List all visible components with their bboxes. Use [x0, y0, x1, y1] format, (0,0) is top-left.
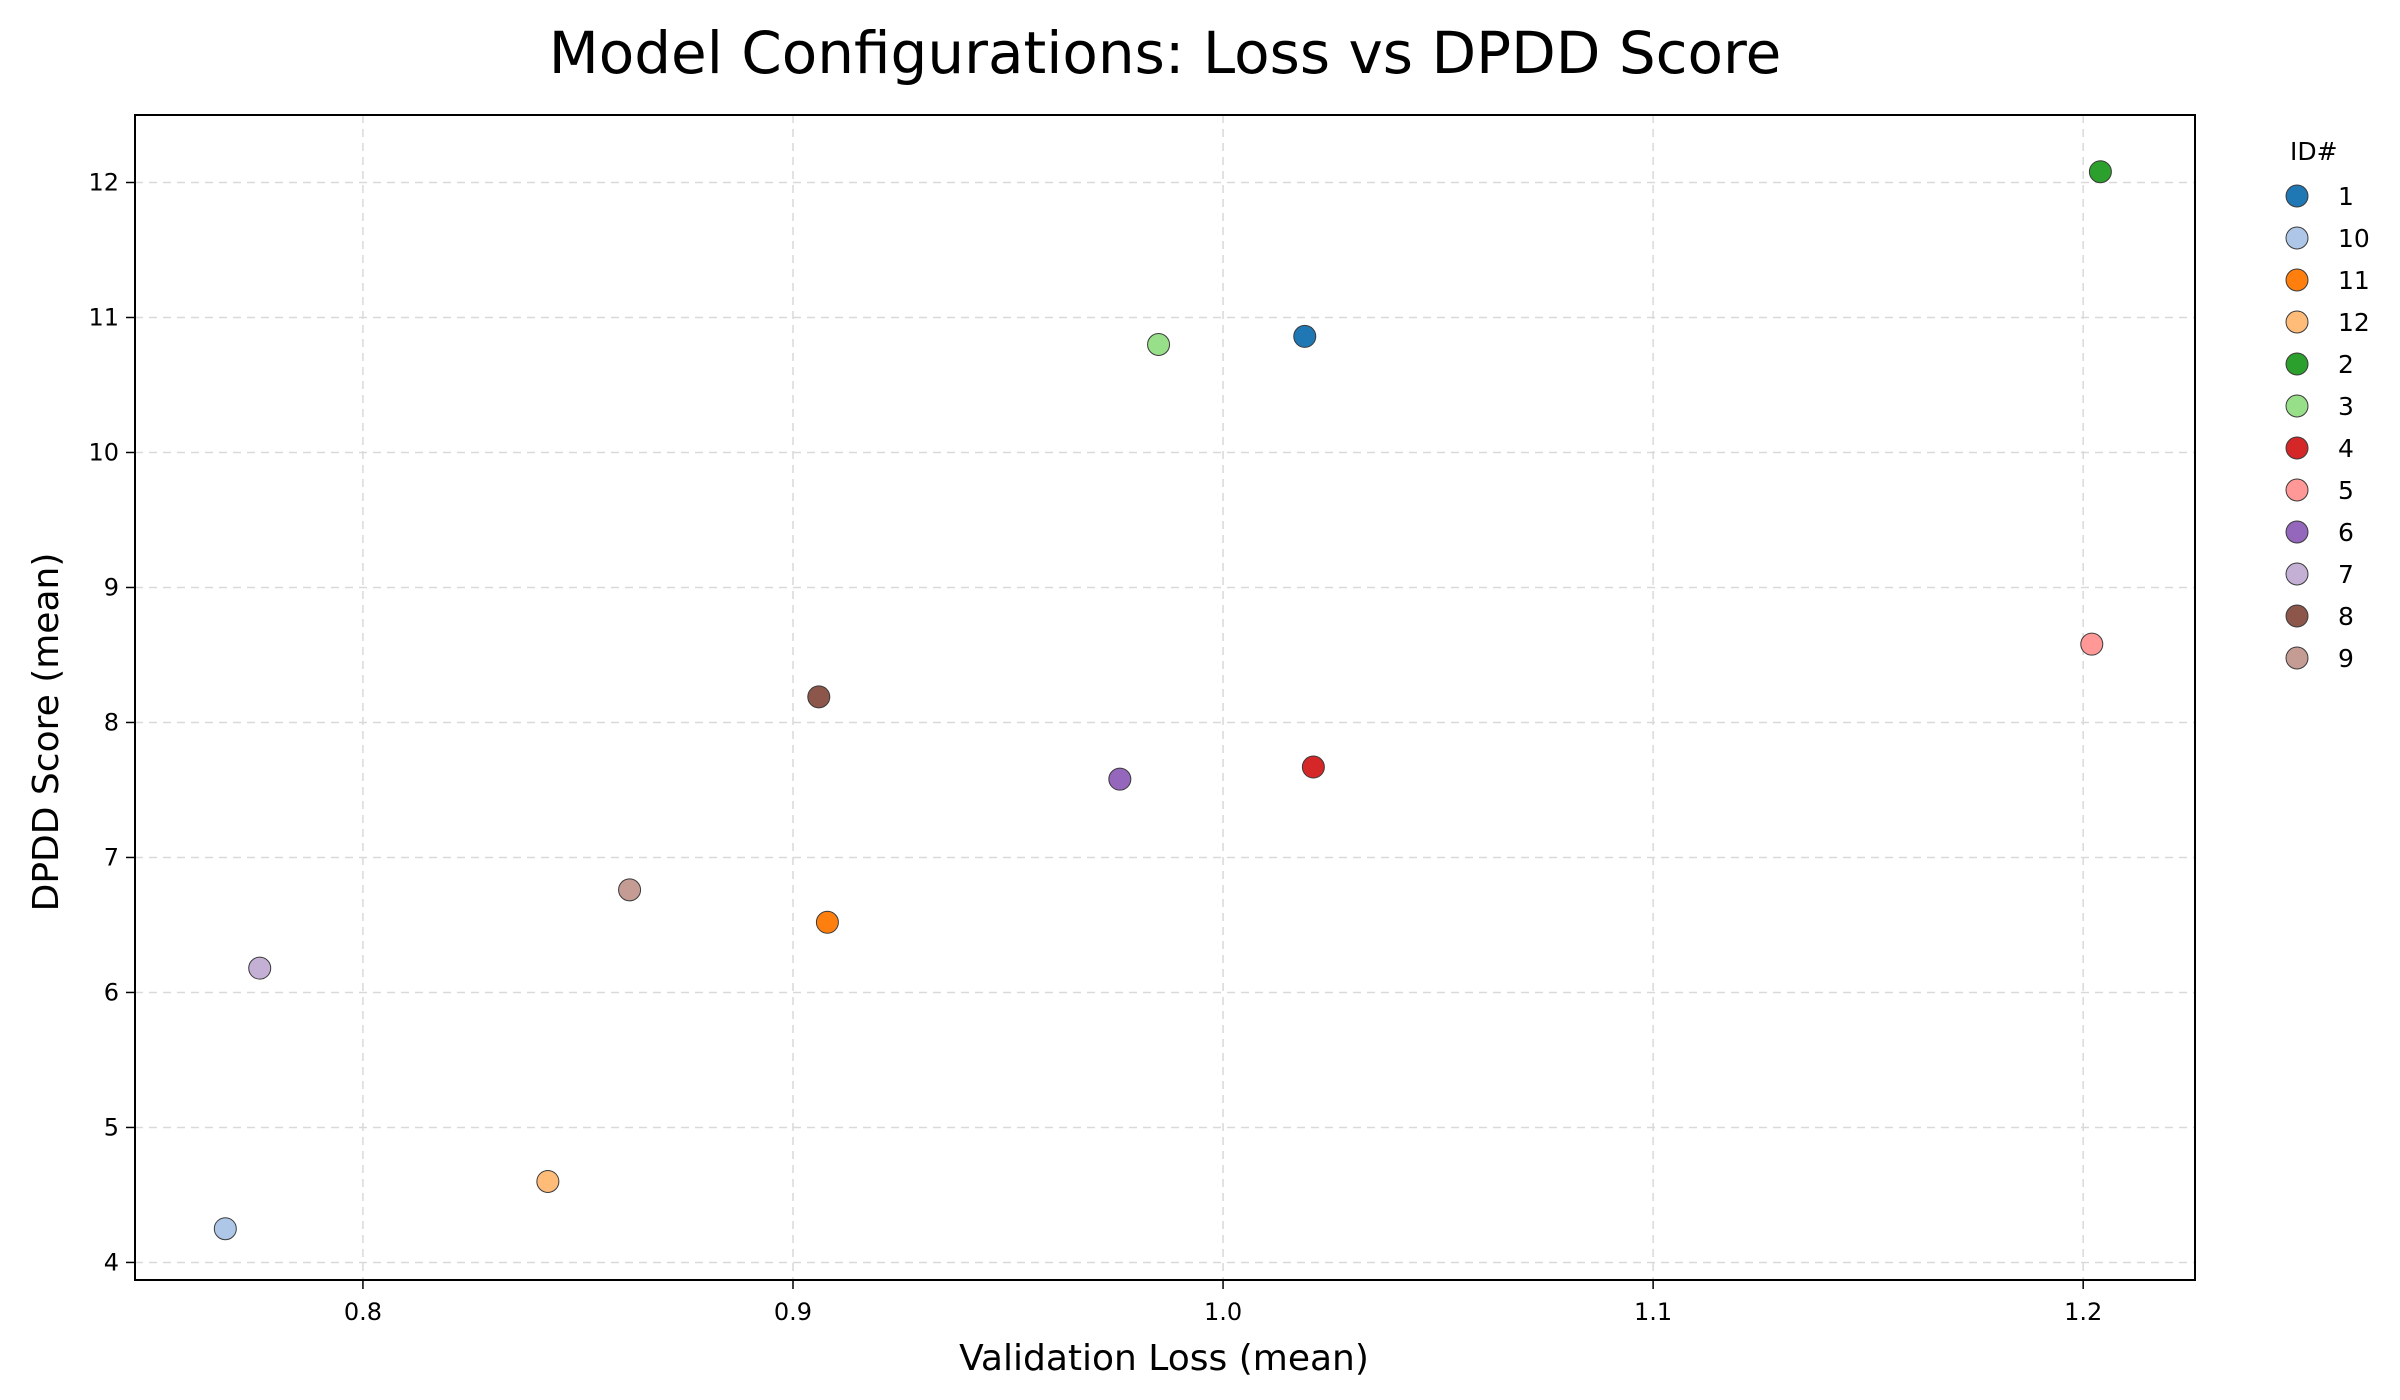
x-tick-label: 1.0 — [1204, 1298, 1242, 1326]
data-point-1 — [1293, 324, 1317, 348]
legend-marker-4 — [2285, 436, 2309, 460]
legend-marker-12 — [2285, 310, 2309, 334]
legend-label-7: 7 — [2338, 560, 2354, 589]
legend-marker-7 — [2285, 562, 2309, 586]
legend-title: ID# — [2290, 137, 2338, 166]
y-tick-label: 7 — [104, 843, 119, 871]
legend-marker-11 — [2285, 268, 2309, 292]
legend-label-8: 8 — [2338, 602, 2354, 631]
y-tick-label: 9 — [104, 573, 119, 601]
axis-ticks: 0.8 0.9 1.0 1.1 1.2 4 5 6 7 8 9 10 11 12 — [88, 168, 2102, 1326]
legend-label-5: 5 — [2338, 476, 2354, 505]
legend: ID# 1 10 11 12 2 3 4 5 6 7 8 9 — [2285, 137, 2370, 673]
data-point-10 — [213, 1217, 237, 1241]
x-tick-label: 1.1 — [1634, 1298, 1672, 1326]
data-point-8 — [807, 685, 831, 709]
y-tick-label: 5 — [104, 1113, 119, 1141]
data-point-2 — [2088, 160, 2112, 184]
y-tick-label: 6 — [104, 978, 119, 1006]
legend-marker-10 — [2285, 226, 2309, 250]
legend-label-3: 3 — [2338, 392, 2354, 421]
data-points — [213, 160, 2112, 1241]
y-axis-label: DPDD Score (mean) — [26, 553, 67, 912]
data-point-6 — [1108, 767, 1132, 791]
x-axis-label: Validation Loss (mean) — [959, 1338, 1369, 1379]
y-tick-label: 4 — [104, 1248, 119, 1276]
legend-label-2: 2 — [2338, 350, 2354, 379]
legend-marker-8 — [2285, 604, 2309, 628]
x-tick-label: 0.8 — [344, 1298, 382, 1326]
y-tick-label: 11 — [88, 303, 119, 331]
data-point-9 — [618, 878, 642, 902]
legend-label-12: 12 — [2338, 308, 2370, 337]
x-tick-label: 1.2 — [2064, 1298, 2102, 1326]
legend-label-9: 9 — [2338, 644, 2354, 673]
legend-marker-9 — [2285, 646, 2309, 670]
plot-area — [134, 114, 2196, 1281]
legend-label-10: 10 — [2338, 224, 2370, 253]
y-tick-label: 12 — [88, 168, 119, 196]
data-point-7 — [248, 956, 272, 980]
data-point-11 — [815, 910, 839, 934]
x-tick-label: 0.9 — [774, 1298, 812, 1326]
legend-marker-5 — [2285, 478, 2309, 502]
data-point-12 — [536, 1169, 560, 1193]
legend-marker-3 — [2285, 394, 2309, 418]
legend-marker-2 — [2285, 352, 2309, 376]
data-point-3 — [1147, 332, 1171, 356]
grid — [135, 115, 2195, 1280]
chart-title: Model Configurations: Loss vs DPDD Score — [549, 19, 1782, 87]
legend-items: 1 10 11 12 2 3 4 5 6 7 8 9 — [2285, 182, 2370, 673]
data-point-5 — [2080, 632, 2104, 656]
legend-marker-1 — [2285, 184, 2309, 208]
legend-label-4: 4 — [2338, 434, 2354, 463]
legend-label-1: 1 — [2338, 182, 2354, 211]
legend-label-6: 6 — [2338, 518, 2354, 547]
data-point-4 — [1301, 755, 1325, 779]
legend-label-11: 11 — [2338, 266, 2370, 295]
y-tick-label: 8 — [104, 708, 119, 736]
y-tick-label: 10 — [88, 438, 119, 466]
legend-marker-6 — [2285, 520, 2309, 544]
